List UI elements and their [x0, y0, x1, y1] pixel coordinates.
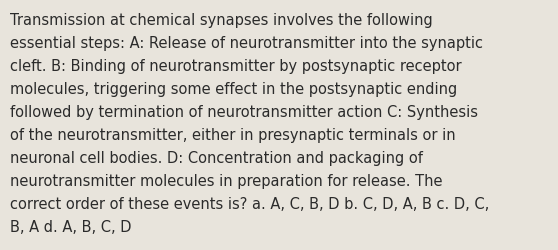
- Text: B, A d. A, B, C, D: B, A d. A, B, C, D: [10, 220, 132, 234]
- Text: correct order of these events is? a. A, C, B, D b. C, D, A, B c. D, C,: correct order of these events is? a. A, …: [10, 196, 489, 212]
- Text: essential steps: A: Release of neurotransmitter into the synaptic: essential steps: A: Release of neurotran…: [10, 36, 483, 51]
- Text: Transmission at chemical synapses involves the following: Transmission at chemical synapses involv…: [10, 12, 433, 28]
- Text: of the neurotransmitter, either in presynaptic terminals or in: of the neurotransmitter, either in presy…: [10, 128, 456, 142]
- Text: molecules, triggering some effect in the postsynaptic ending: molecules, triggering some effect in the…: [10, 82, 458, 96]
- Text: neuronal cell bodies. D: Concentration and packaging of: neuronal cell bodies. D: Concentration a…: [10, 150, 423, 166]
- Text: neurotransmitter molecules in preparation for release. The: neurotransmitter molecules in preparatio…: [10, 174, 442, 188]
- Text: cleft. B: Binding of neurotransmitter by postsynaptic receptor: cleft. B: Binding of neurotransmitter by…: [10, 58, 461, 74]
- Text: followed by termination of neurotransmitter action C: Synthesis: followed by termination of neurotransmit…: [10, 104, 478, 120]
